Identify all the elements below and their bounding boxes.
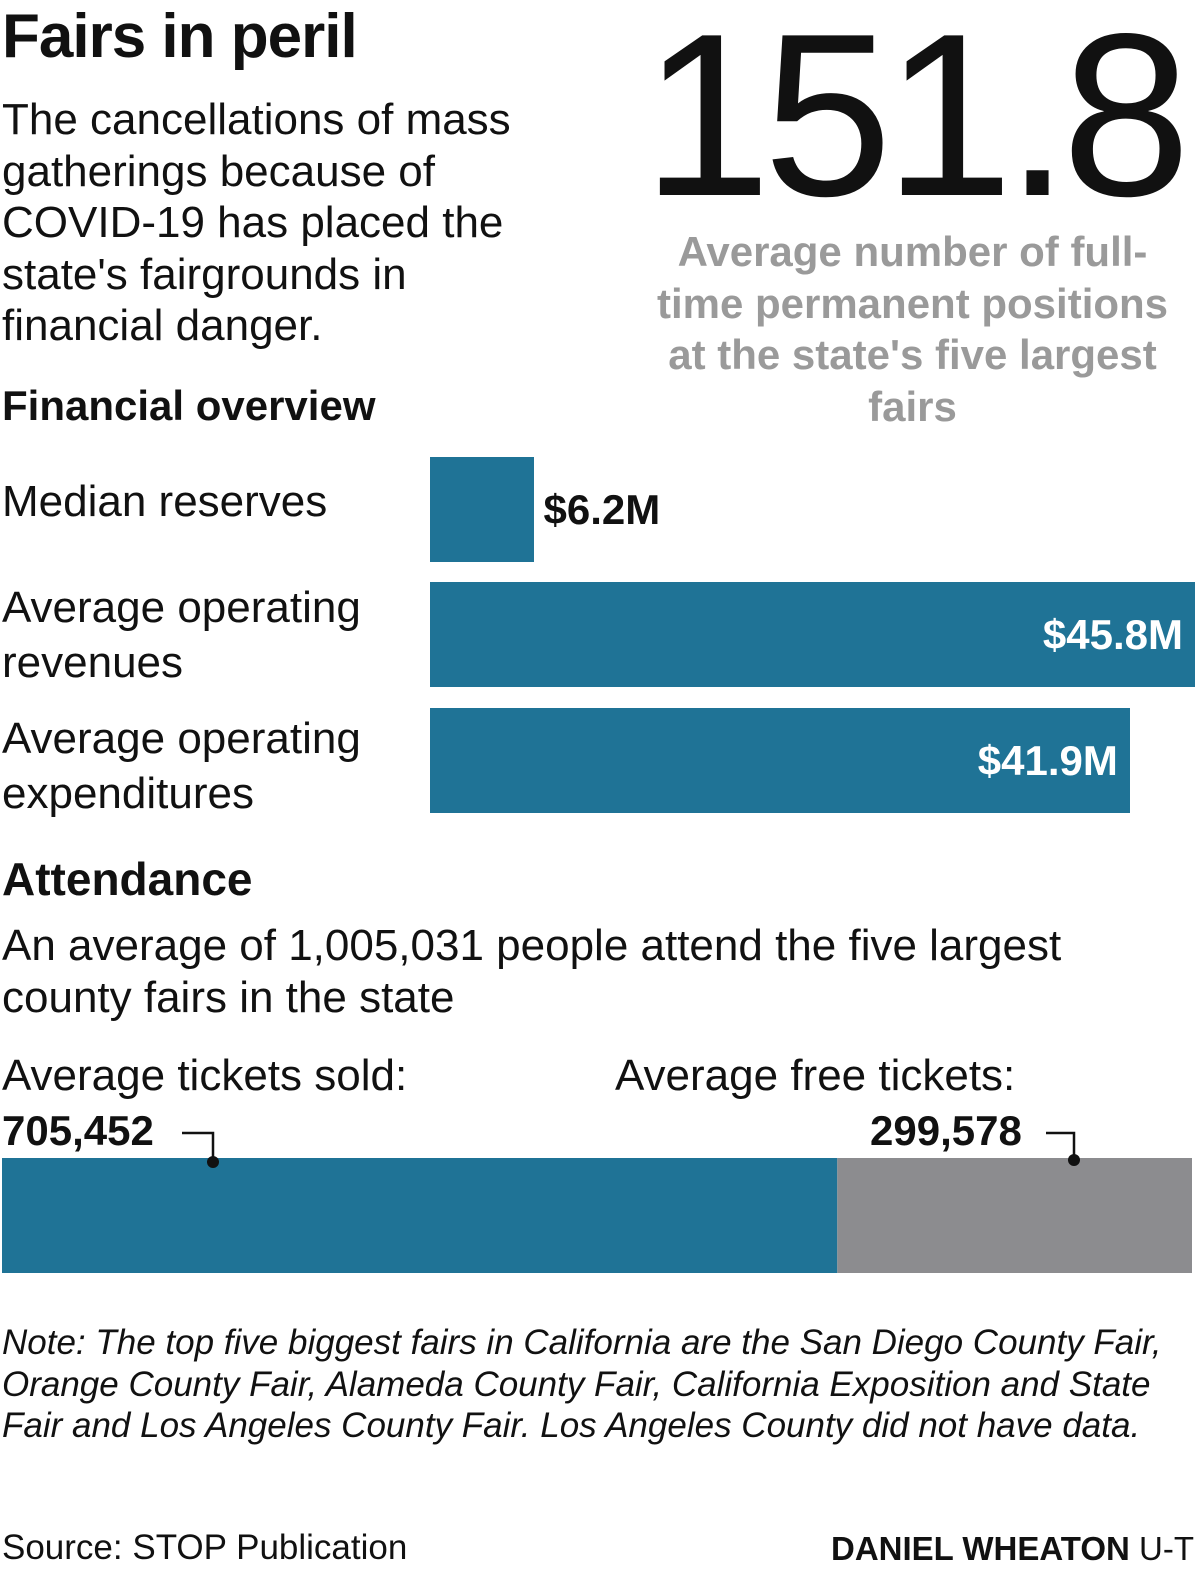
tickets-sold-segment (2, 1158, 838, 1273)
ticket-leader-lines (182, 1131, 1080, 1168)
chart-title: Fairs in peril (2, 2, 358, 71)
bar-category-label: Average operating revenues (2, 583, 361, 687)
free-tickets-value: 299,578 (870, 1107, 1022, 1154)
tickets-sold-label: Average tickets sold: (2, 1051, 408, 1100)
tickets-sold-value: 705,452 (2, 1107, 154, 1154)
bar-value-label: $41.9M (977, 737, 1118, 784)
attendance-heading: Attendance (2, 853, 253, 905)
bar-value-label: $6.2M (543, 486, 661, 533)
big-stat-number: 151.8 (642, 0, 1191, 245)
attendance-description: An average of 1,005,031 people attend th… (2, 921, 1062, 1022)
credit-org: U-T (1139, 1530, 1194, 1567)
bar-value-label: $45.8M (1042, 611, 1183, 658)
bar-category-label: Median reserves (2, 477, 328, 526)
free-tickets-label: Average free tickets: (615, 1051, 1016, 1100)
credit-name: DANIEL WHEATON (831, 1530, 1130, 1567)
financial-overview-heading: Financial overview (2, 382, 376, 429)
source-text: Source: STOP Publication (2, 1528, 408, 1567)
financial-bar (430, 582, 1195, 687)
attendance-stacked-bar (2, 1158, 1192, 1273)
intro-text: The cancellations of mass gatherings bec… (2, 95, 511, 350)
financial-bar (430, 457, 534, 562)
financial-bar (430, 708, 1130, 813)
credit-text: DANIEL WHEATON U-T (831, 1532, 1194, 1565)
bar-category-label: Average operating expenditures (2, 714, 361, 818)
big-stat-caption: Average number of full-time permanent po… (656, 228, 1169, 430)
free-tickets-segment (837, 1158, 1192, 1273)
footnote: Note: The top five biggest fairs in Cali… (2, 1323, 1162, 1445)
